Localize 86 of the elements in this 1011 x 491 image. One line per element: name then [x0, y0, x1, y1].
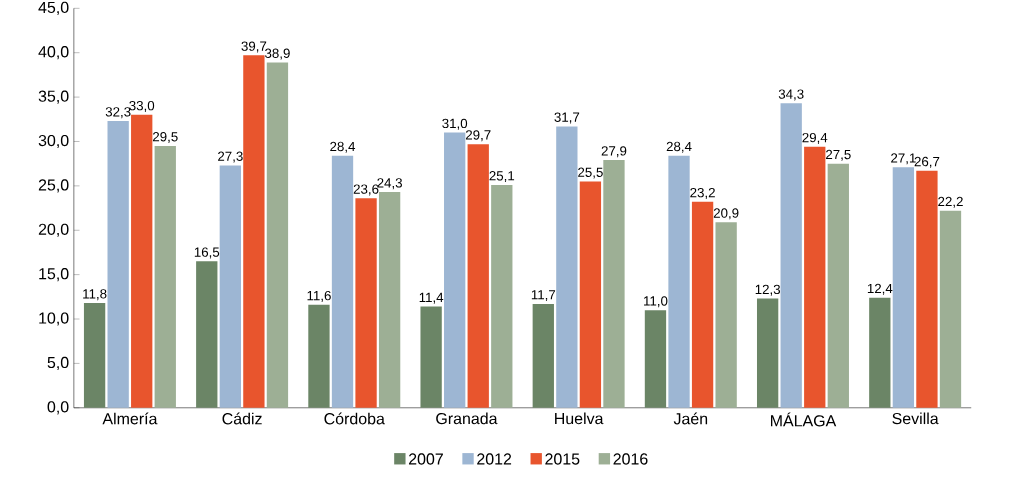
- data-label: 26,7: [914, 156, 940, 168]
- bar: [579, 181, 602, 408]
- bar: [780, 103, 802, 408]
- data-label: 11,6: [307, 290, 331, 302]
- data-label: 27,5: [826, 149, 851, 161]
- bar: [243, 55, 265, 408]
- y-tick-label: 40,0: [38, 46, 69, 60]
- data-label: 22,2: [938, 196, 963, 208]
- bar: [916, 170, 938, 408]
- data-label: 23,2: [690, 187, 715, 199]
- bar: [378, 192, 401, 408]
- bar: [491, 184, 513, 408]
- data-label: 27,3: [218, 151, 243, 163]
- data-label: 11,8: [83, 289, 107, 301]
- data-label: 29,4: [802, 132, 828, 144]
- y-tick-label: 25,0: [38, 179, 69, 193]
- data-label: 16,5: [194, 247, 220, 259]
- data-label: 11,0: [644, 296, 668, 308]
- data-label: 31,7: [554, 112, 580, 124]
- data-label: 25,5: [578, 167, 603, 179]
- bar: [756, 298, 779, 408]
- bar: [532, 303, 554, 408]
- bar: [154, 145, 176, 408]
- data-label: 33,0: [129, 100, 155, 112]
- x-tick-label: Cádiz: [222, 412, 262, 425]
- bar: [603, 160, 625, 408]
- data-label: 20,9: [713, 208, 739, 220]
- y-tick-label: 45,0: [38, 1, 69, 15]
- data-label: 23,6: [353, 184, 379, 196]
- data-label: 39,7: [241, 41, 267, 53]
- bar: [869, 297, 891, 408]
- x-tick-label: Córdoba: [324, 412, 385, 425]
- bar: [219, 165, 241, 408]
- bar: [668, 155, 690, 408]
- bar: [827, 163, 849, 408]
- data-label: 29,7: [465, 130, 491, 142]
- bar: [131, 114, 153, 408]
- y-tick-label: 20,0: [38, 223, 69, 237]
- bar: [556, 126, 578, 408]
- bar: [444, 132, 466, 408]
- x-tick-label: Jaén: [673, 412, 708, 425]
- y-tick-label: 10,0: [39, 312, 69, 326]
- x-tick-label: Granada: [436, 412, 498, 425]
- y-tick-label: 35,0: [38, 90, 69, 104]
- bar: [804, 146, 826, 408]
- y-tick-label: 30,0: [38, 134, 69, 149]
- data-label: 25,1: [489, 171, 515, 183]
- data-label: 12,4: [867, 283, 893, 295]
- data-label: 38,9: [264, 48, 290, 60]
- data-label: 34,3: [778, 89, 804, 101]
- bar: [196, 261, 218, 408]
- y-tick-label: 0,0: [47, 401, 69, 415]
- bar: [467, 144, 489, 408]
- y-tick-label: 5,0: [47, 356, 69, 370]
- bar: [107, 121, 129, 408]
- bar: [331, 155, 354, 408]
- x-tick-label: Huelva: [555, 412, 604, 425]
- data-label: 24,3: [377, 178, 402, 190]
- data-label: 27,1: [891, 153, 916, 165]
- x-tick-label: MÁLAGA: [771, 412, 837, 427]
- x-tick-label: Sevilla: [892, 412, 939, 425]
- bar: [715, 222, 737, 408]
- x-tick-label: Almería: [102, 412, 158, 425]
- data-label: 29,5: [152, 131, 178, 143]
- bar: [266, 62, 289, 408]
- bar: [355, 198, 377, 408]
- bar: [691, 201, 714, 408]
- bar: [644, 310, 667, 408]
- legend-label: 2015: [545, 453, 580, 465]
- bar: [308, 304, 330, 408]
- data-label: 28,4: [330, 141, 356, 153]
- data-label: 28,4: [666, 141, 692, 153]
- data-label: 12,3: [755, 284, 781, 296]
- bar: [939, 210, 962, 408]
- data-label: 31,0: [442, 118, 468, 130]
- data-label: 27,9: [601, 146, 627, 158]
- legend-label: 2007: [408, 453, 443, 465]
- data-label: 32,3: [105, 107, 131, 119]
- bar: [420, 306, 442, 408]
- y-tick-label: 15,0: [39, 268, 69, 282]
- data-label: 11,7: [531, 290, 556, 301]
- bar: [83, 303, 106, 408]
- bar: [892, 167, 915, 408]
- legend-label: 2012: [477, 453, 512, 465]
- data-label: 11,4: [419, 292, 444, 304]
- legend-label: 2016: [613, 453, 648, 465]
